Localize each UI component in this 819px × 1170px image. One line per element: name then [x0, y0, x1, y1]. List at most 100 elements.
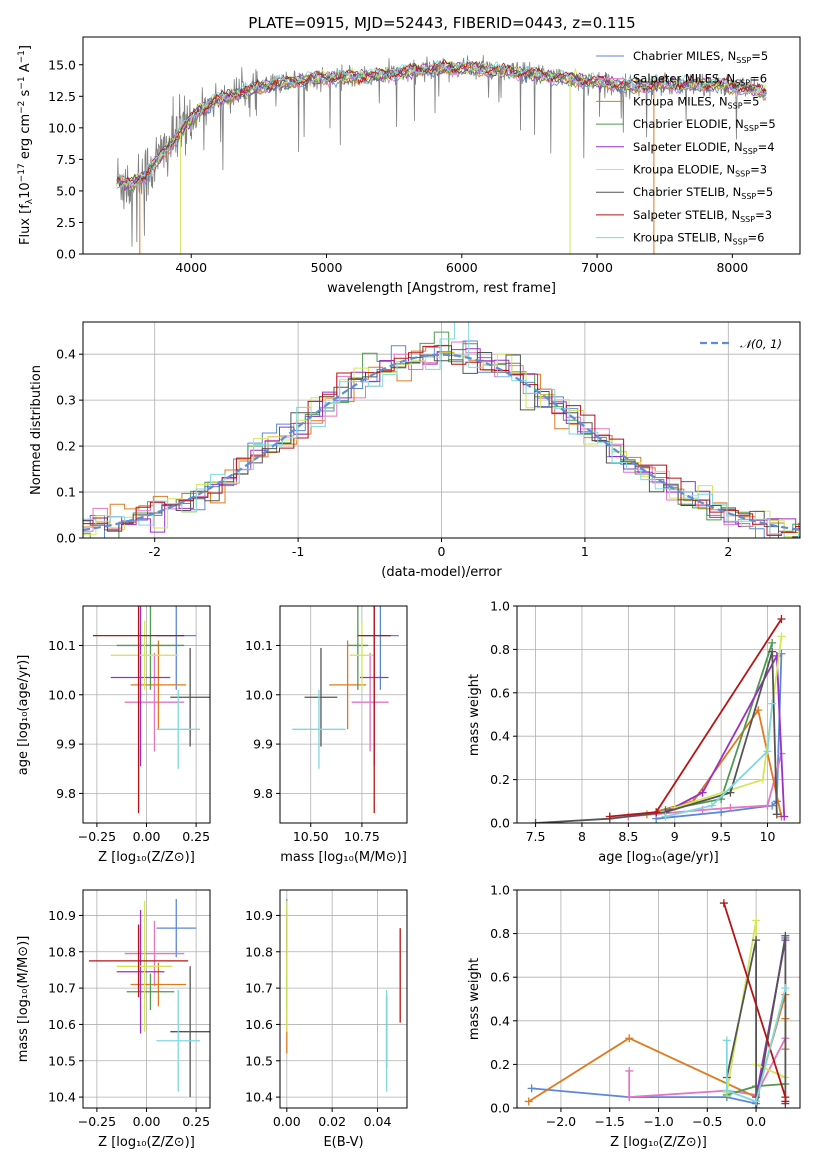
x-axis-label: Z [log₁₀(Z/Z⊙)] [610, 1135, 707, 1150]
x-tick-label: 7.5 [526, 829, 546, 844]
axes-mass-vs-ebv: 0.00 0.02 0.04 10.4 10.5 10.6 10.7 10.8 10.9 E(B-… [245, 889, 408, 1150]
weight-line [665, 652, 786, 817]
weight-line [609, 618, 783, 818]
errorbar [130, 962, 187, 1007]
y-tick-label: 10.0 [245, 687, 273, 702]
x-tick-label: 0.02 [318, 1114, 346, 1129]
plus-marker [726, 788, 735, 797]
errorbar [351, 652, 389, 752]
plus-marker [722, 1036, 731, 1045]
errorbar [292, 689, 346, 769]
histogram-step [83, 345, 800, 536]
y-tick-label: 0.4 [490, 1013, 510, 1028]
x-tick-label: −0.25 [78, 1114, 116, 1129]
y-tick-label: 0.0 [56, 531, 76, 546]
legend-entry: Salpeter ELODIE, NSSP=4 [633, 140, 775, 156]
plus-marker [719, 899, 728, 908]
plus-marker [698, 788, 707, 797]
y-tick-label: 9.9 [253, 737, 273, 752]
errorbar [92, 606, 185, 814]
plus-marker [652, 808, 661, 817]
plus-marker [777, 615, 786, 624]
errorbar [110, 606, 171, 767]
x-tick-label: 9 [671, 829, 679, 844]
y-tick-label: 10.7 [245, 981, 273, 996]
y-tick-label: 10.9 [245, 908, 273, 923]
legend-entry: Salpeter MILES, NSSP=6 [633, 72, 767, 88]
legend-entry: Chabrier ELODIE, NSSP=5 [633, 117, 776, 133]
errorbar [116, 900, 173, 1032]
x-tick-label: -2 [148, 544, 160, 559]
y-tick-label: 9.8 [253, 786, 273, 801]
plus-marker [768, 638, 777, 647]
axes-age-vs-mass: 10.50 10.75 9.8 9.9 10.0 10.1 mass [log₁₀(M/M⊙… [245, 605, 408, 865]
y-tick-label: 10.5 [48, 1053, 76, 1068]
x-tick-label: 9.5 [711, 829, 731, 844]
y-tick-label: 2.5 [56, 215, 76, 230]
y-tick-label: 10.9 [48, 908, 76, 923]
weight-line [725, 987, 787, 1103]
plot-area [531, 615, 789, 823]
y-tick-label: 1.0 [490, 599, 510, 614]
plus-marker [707, 801, 716, 810]
x-tick-label: −0.5 [692, 1114, 722, 1129]
x-tick-label: 0.25 [182, 1114, 210, 1129]
axes-spectrum: 4000 5000 6000 7000 8000 0.0 2.5 5.0 7.5 10.0 12.5… [17, 36, 801, 296]
y-tick-label: 10.7 [48, 981, 76, 996]
plus-marker [625, 1093, 634, 1102]
x-tick-label: 0.25 [182, 829, 210, 844]
y-tick-label: 0.4 [490, 729, 510, 744]
x-tick-label: 8 [578, 829, 586, 844]
plus-marker [758, 775, 767, 784]
x-tick-label: 10.50 [293, 829, 329, 844]
y-tick-label: 10.4 [245, 1090, 273, 1105]
errorbar [347, 606, 369, 690]
x-tick-label: -1 [292, 544, 304, 559]
y-tick-label: 15.0 [48, 57, 76, 72]
plus-marker [752, 936, 761, 945]
errorbar [357, 606, 391, 814]
plus-marker [531, 819, 540, 823]
errorbar [170, 966, 210, 1098]
y-tick-label: 0.1 [56, 485, 76, 500]
y-tick-label: 10.0 [48, 120, 76, 135]
y-tick-label: 10.5 [245, 1053, 273, 1068]
y-tick-label: 0.2 [490, 772, 510, 787]
errorbar [156, 899, 197, 958]
legend-entry: Kroupa STELIB, NSSP=6 [633, 231, 764, 247]
histogram-step [83, 331, 800, 538]
axes-weight-vs-age: 7.5 8 8.5 9 9.5 10 0.0 0.2 0.4 0.6 0.8 1.0 age [log₁… [467, 599, 801, 865]
x-tick-label: 0.00 [273, 1114, 301, 1129]
plus-marker [781, 1097, 790, 1106]
plus-marker [625, 1034, 634, 1043]
plot-area [83, 322, 800, 538]
y-tick-label: 0.4 [56, 347, 76, 362]
plot-area [88, 899, 210, 1098]
y-tick-label: 10.1 [48, 638, 76, 653]
y-tick-label: 0.2 [56, 439, 76, 454]
axes-mass-vs-Z: −0.25 0.00 0.25 10.4 10.5 10.6 10.7 10.8 10.9 Z [… [16, 889, 211, 1150]
plus-marker [726, 803, 735, 812]
model-spectrum-line [116, 60, 767, 187]
y-tick-label: 0.8 [490, 642, 510, 657]
weight-line [535, 651, 778, 823]
plus-marker [752, 916, 761, 925]
y-tick-label: 12.5 [48, 89, 76, 104]
errorbar [116, 909, 165, 1034]
x-tick-label: −2.0 [546, 1114, 576, 1129]
x-tick-label: 0.0 [746, 1114, 766, 1129]
legend-entry: Chabrier STELIB, NSSP=5 [633, 185, 773, 201]
axes-age-vs-Z: −0.25 0.00 0.25 9.8 9.9 10.0 10.1 Z [log₁₀(Z/Z⊙… [16, 605, 211, 865]
y-tick-label: 10.8 [48, 944, 76, 959]
plus-marker [763, 747, 772, 756]
y-axis-label: mass weight [467, 958, 482, 1040]
axes-frame [82, 36, 801, 255]
plus-marker [722, 1086, 731, 1095]
x-axis-label: Z [log₁₀(Z/Z⊙)] [98, 1135, 195, 1150]
legend-entry: Kroupa ELODIE, NSSP=3 [633, 163, 767, 179]
plot-area [524, 899, 790, 1108]
histogram-step [83, 351, 800, 537]
plot-area [292, 606, 399, 814]
y-tick-label: 10.6 [245, 1017, 273, 1032]
